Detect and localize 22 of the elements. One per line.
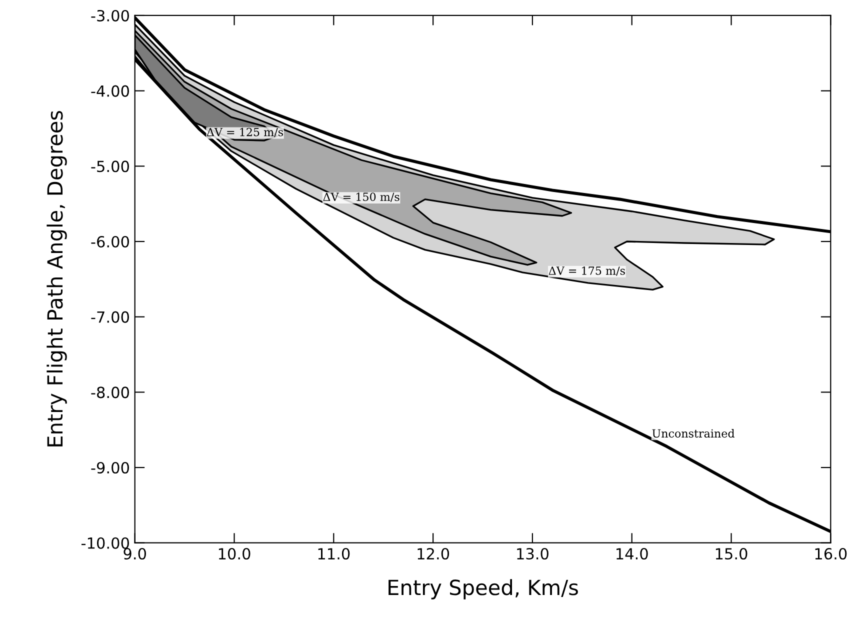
x-tick-label: 11.0 xyxy=(318,548,350,560)
x-tick-label: 14.0 xyxy=(616,548,648,560)
x-tick-label: 9.0 xyxy=(124,548,146,560)
x-tick-label: 16.0 xyxy=(815,548,847,560)
x-axis-title: Entry Speed, Km/s xyxy=(388,579,578,600)
x-tick-label: 15.0 xyxy=(716,548,748,560)
y-axis-title: Entry Flight Path Angle, Degrees xyxy=(46,110,67,446)
y-tick-label: -7.00 xyxy=(91,311,129,323)
annotation: ΔV = 175 m/s xyxy=(548,266,625,276)
y-tick-label: -5.00 xyxy=(91,160,129,172)
x-tick-label: 13.0 xyxy=(517,548,548,560)
y-tick-label: -10.00 xyxy=(82,537,129,549)
y-tick-label: -8.00 xyxy=(91,386,129,398)
x-tick-label: 12.0 xyxy=(418,548,450,560)
y-tick-label: -6.00 xyxy=(91,236,129,248)
x-tick-label: 10.0 xyxy=(218,548,250,560)
annotation: ΔV = 125 m/s xyxy=(206,128,284,138)
y-tick-label: -4.00 xyxy=(91,85,129,97)
y-tick-label: -3.00 xyxy=(91,10,129,22)
annotation: Unconstrained xyxy=(652,428,734,438)
y-tick-label: -9.00 xyxy=(91,462,129,474)
annotation: ΔV = 150 m/s xyxy=(323,192,400,202)
